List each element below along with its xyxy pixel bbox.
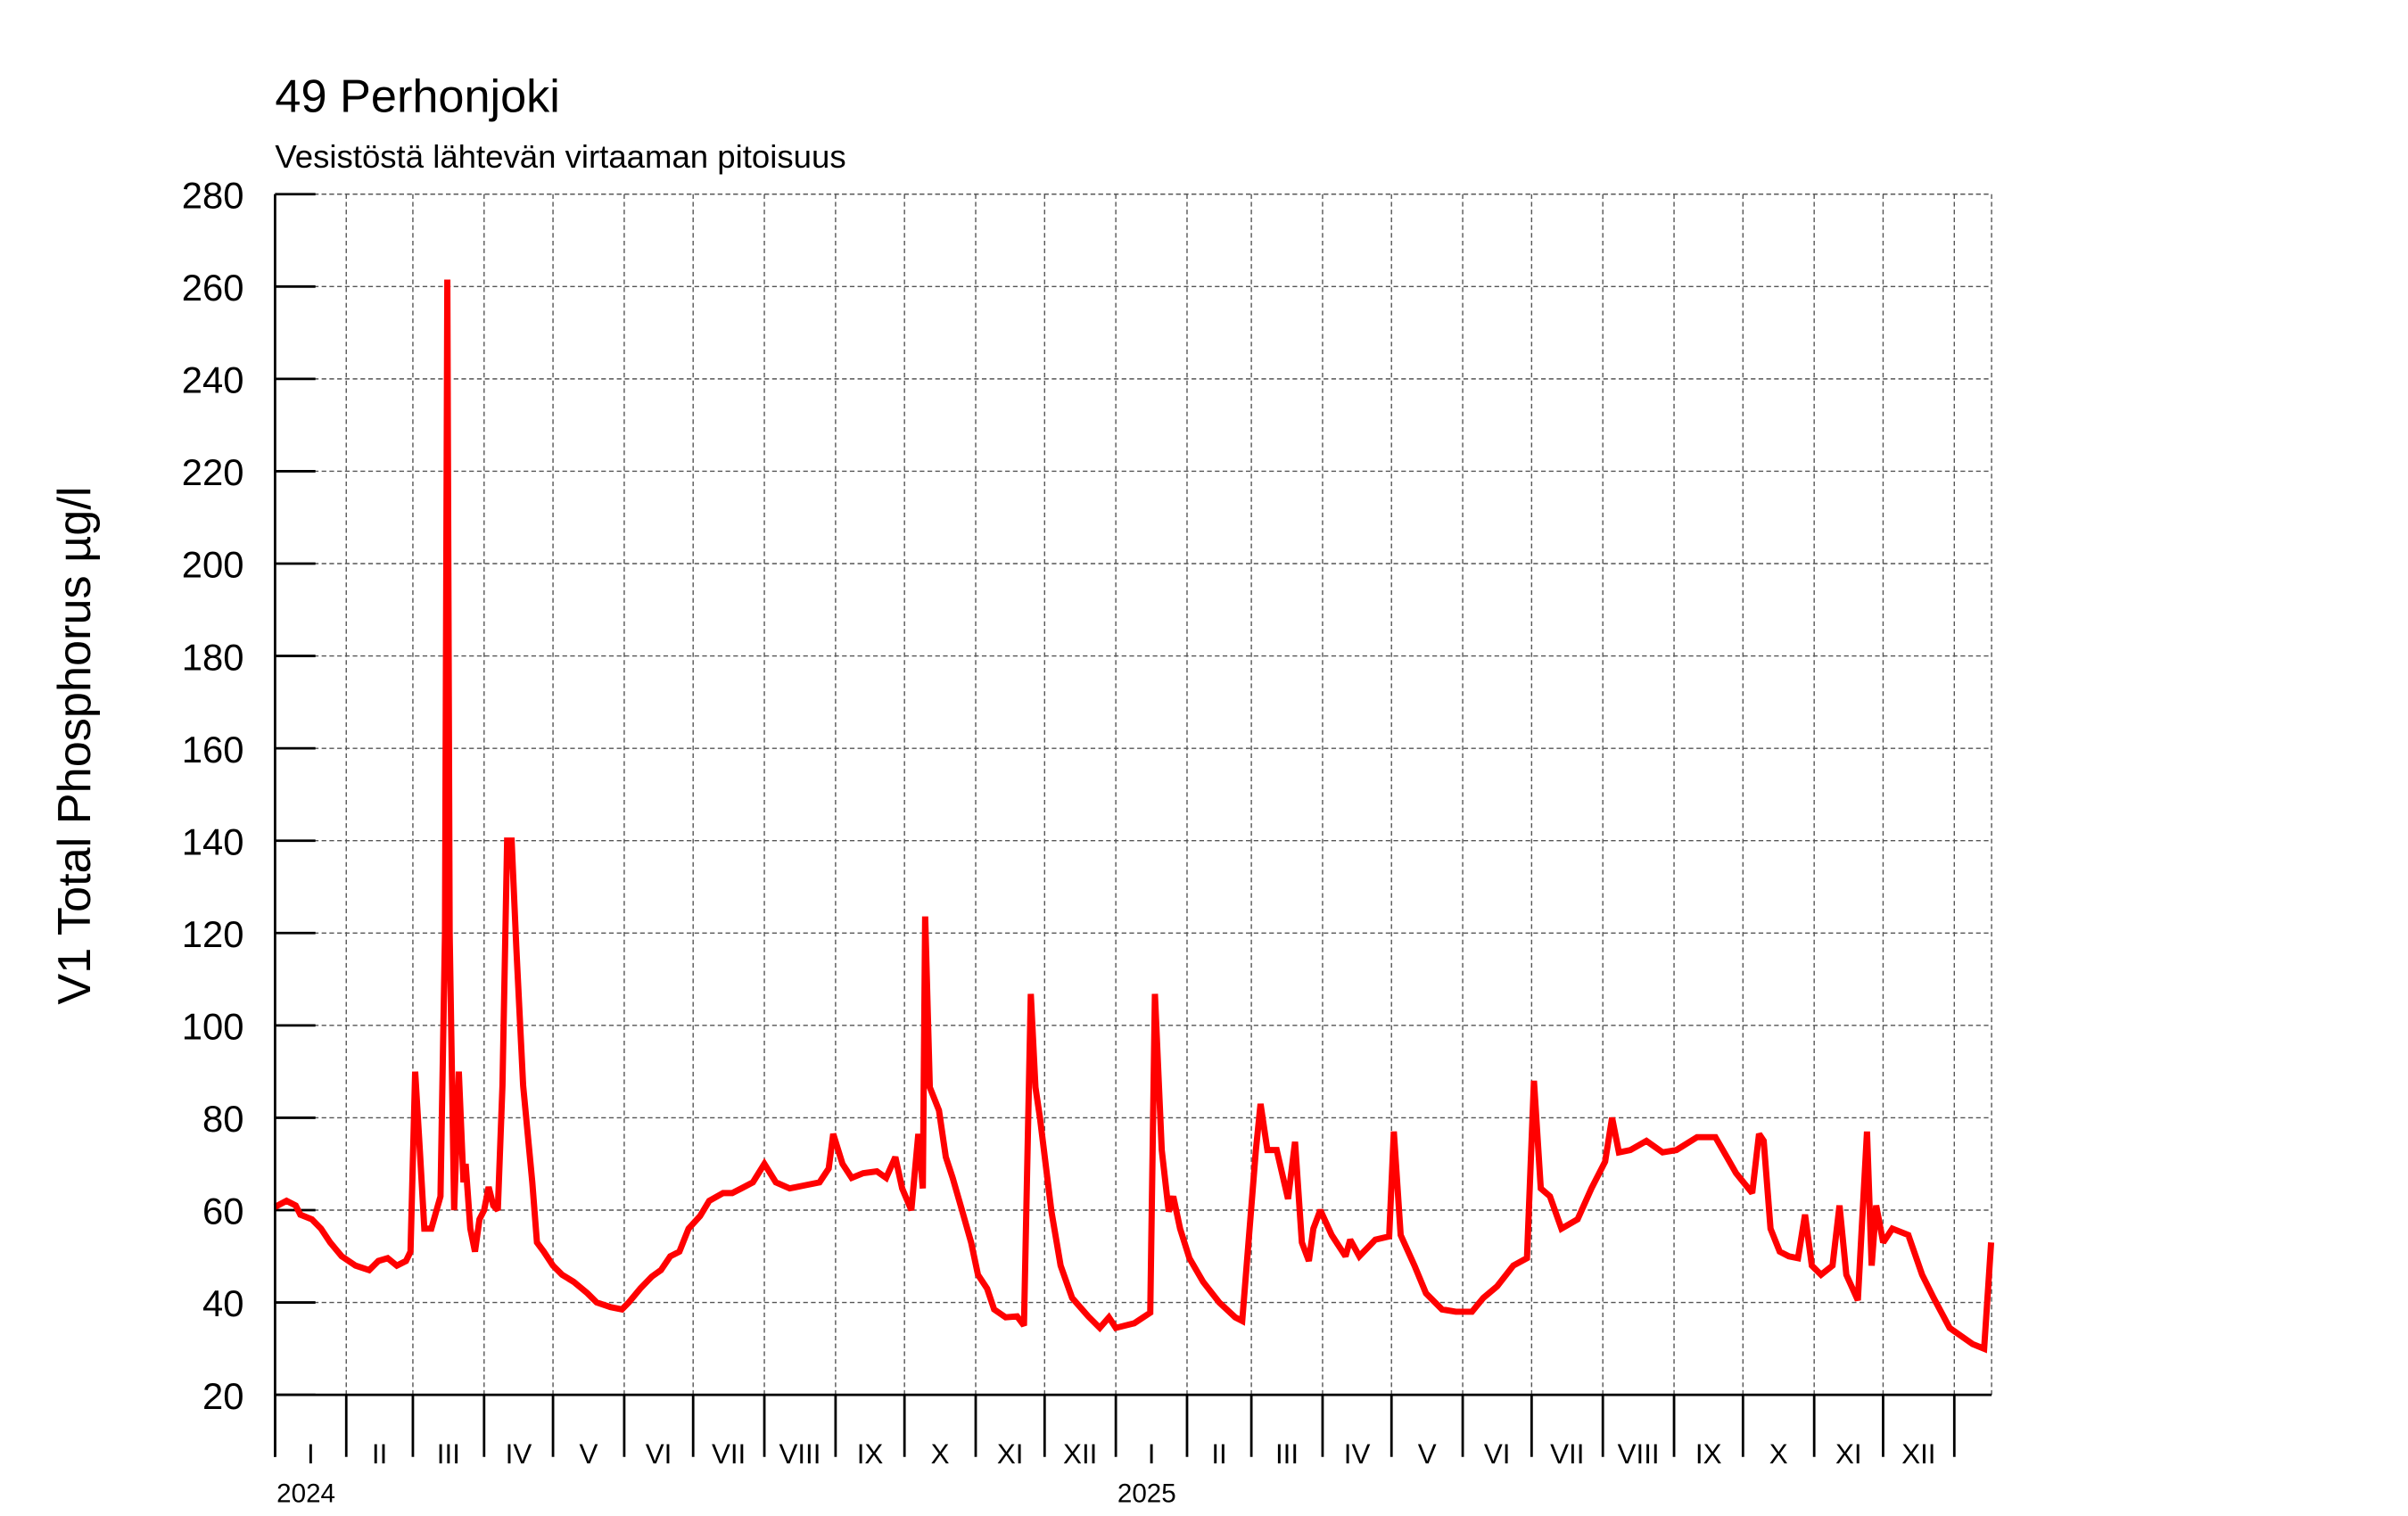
y-tick-label: 100	[182, 1006, 244, 1048]
y-tick-label: 80	[202, 1098, 244, 1140]
chart-title: 49 Perhonjoki	[275, 70, 560, 122]
month-label: XII	[1901, 1438, 1935, 1470]
y-tick-label: 220	[182, 451, 244, 493]
month-label: X	[1769, 1438, 1788, 1470]
y-tick-label: 20	[202, 1375, 244, 1417]
month-label: II	[1211, 1438, 1226, 1470]
month-label: XI	[997, 1438, 1024, 1470]
month-label: V	[580, 1438, 598, 1470]
series-line	[273, 279, 1995, 1354]
y-tick-label: 140	[182, 820, 244, 862]
month-label: XI	[1835, 1438, 1862, 1470]
y-tick-label: 200	[182, 544, 244, 586]
month-label: I	[1148, 1438, 1156, 1470]
month-label: IX	[1695, 1438, 1722, 1470]
month-label: III	[437, 1438, 460, 1470]
grid	[275, 194, 1992, 1396]
y-tick-label: 260	[182, 267, 244, 309]
year-label: 2025	[1117, 1479, 1176, 1508]
year-label: 2024	[276, 1479, 335, 1508]
y-tick-label: 180	[182, 636, 244, 678]
month-label: IV	[1344, 1438, 1371, 1470]
chart-subtitle: Vesistöstä lähtevän virtaaman pitoisuus	[275, 138, 845, 175]
month-label: VI	[646, 1438, 672, 1470]
y-tick-label: 120	[182, 913, 244, 955]
month-label: IV	[506, 1438, 532, 1470]
month-label: VIII	[779, 1438, 821, 1470]
month-label: VII	[1550, 1438, 1584, 1470]
month-label: VI	[1484, 1438, 1511, 1470]
month-label: VIII	[1618, 1438, 1660, 1470]
month-label: IX	[857, 1438, 884, 1470]
month-label: X	[931, 1438, 950, 1470]
data-series	[273, 279, 1995, 1354]
month-label: VII	[712, 1438, 746, 1470]
month-label: I	[307, 1438, 315, 1470]
y-tick-label: 240	[182, 359, 244, 401]
y-tick-label: 160	[182, 729, 244, 770]
y-axis-label: V1 Total Phosphorus µg/l	[49, 487, 101, 1005]
y-tick-label: 40	[202, 1282, 244, 1324]
month-label: XII	[1063, 1438, 1097, 1470]
month-label: II	[372, 1438, 387, 1470]
y-tick-label: 280	[182, 174, 244, 216]
month-label: V	[1418, 1438, 1437, 1470]
month-label: III	[1275, 1438, 1299, 1470]
y-tick-label: 60	[202, 1191, 244, 1232]
